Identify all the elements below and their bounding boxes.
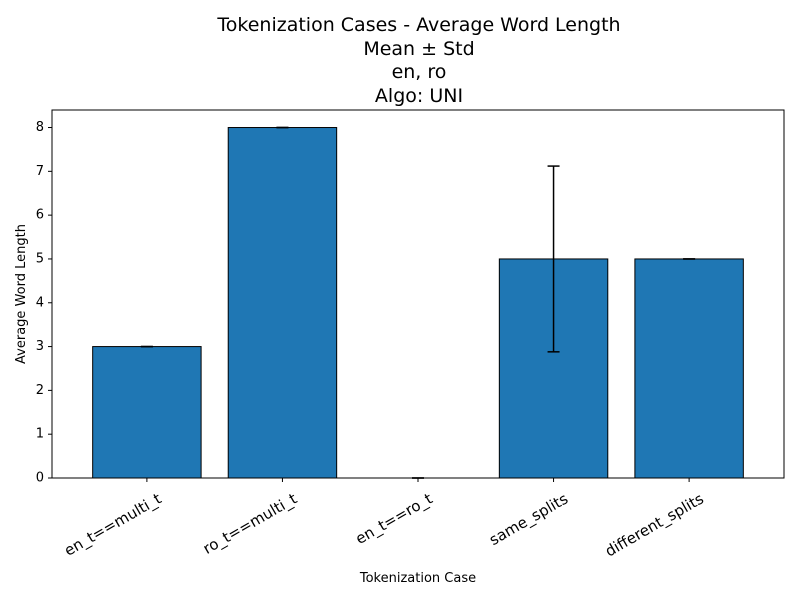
- x-tick-label: ro_t==multi_t: [200, 490, 301, 559]
- x-axis-ticks: en_t==multi_t ro_t==multi_t en_t==ro_t same…: [61, 478, 707, 561]
- x-tick-label: en_t==multi_t: [61, 490, 165, 561]
- y-tick-label: 4: [36, 295, 44, 310]
- chart-title: Tokenization Cases - Average Word Length…: [216, 14, 620, 107]
- chart-title-line-4: Algo: UNI: [375, 85, 463, 107]
- x-axis-label: Tokenization Case: [359, 571, 476, 586]
- y-tick-label: 3: [36, 339, 44, 354]
- y-tick-label: 0: [36, 471, 44, 486]
- y-tick-label: 7: [36, 164, 44, 179]
- chart-title-line-2: Mean ± Std: [363, 38, 474, 60]
- y-tick-label: 8: [36, 120, 44, 135]
- y-axis-ticks: 0 1 2 3 4 5 6 7 8: [36, 120, 52, 486]
- error-bar-same_splits: [547, 165, 560, 353]
- chart-title-line-3: en, ro: [392, 61, 447, 83]
- bar-en_t==multi_t: [92, 346, 202, 479]
- bar-ro_t==multi_t: [227, 127, 338, 479]
- chart-title-line-1: Tokenization Cases - Average Word Length: [216, 14, 620, 36]
- x-tick-label: same_splits: [486, 489, 572, 549]
- x-tick-label: en_t==ro_t: [352, 490, 436, 549]
- y-axis-label: Average Word Length: [14, 224, 29, 364]
- y-tick-label: 1: [36, 427, 44, 442]
- bars-layer: [92, 127, 744, 479]
- y-tick-label: 6: [36, 208, 44, 223]
- y-tick-label: 5: [36, 251, 44, 266]
- x-tick-label: different_splits: [602, 489, 707, 561]
- error-bars-layer: [140, 126, 696, 479]
- y-tick-label: 2: [36, 383, 44, 398]
- bar-different_splits: [634, 258, 744, 479]
